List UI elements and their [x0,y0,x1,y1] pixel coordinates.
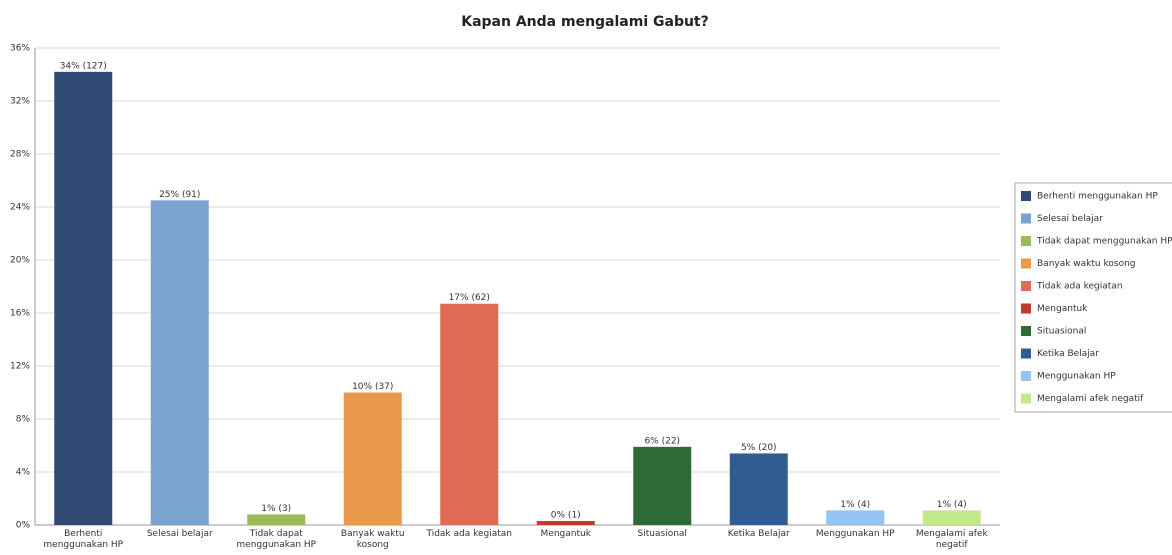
value-label: 25% (91) [159,190,200,200]
legend-label: Tidak ada kegiatan [1036,282,1123,292]
x-tick-label: Banyak waktu kosong [340,529,405,550]
legend-swatch [1021,191,1031,201]
x-tick-label: Mengantuk [540,529,591,539]
value-label: 17% (62) [449,293,490,303]
value-label: 10% (37) [352,382,393,392]
value-label: 1% (4) [840,500,870,510]
legend-label: Mengantuk [1037,304,1088,314]
value-label: 1% (3) [261,504,291,514]
bar [633,446,692,525]
legend-swatch [1021,393,1031,404]
y-tick-label: 0% [16,521,31,531]
value-label: 34% (127) [60,61,107,71]
bar [247,514,306,525]
x-tick-label: Mengalami afek negatif [915,529,988,550]
y-tick-label: 32% [10,97,30,107]
value-label: 1% (4) [937,500,967,510]
legend-label: Banyak waktu kosong [1037,259,1136,269]
legend-swatch [1021,371,1031,381]
bar [440,303,499,525]
legend-label: Selesai belajar [1037,214,1103,224]
bar [54,71,113,525]
legend-swatch [1021,258,1031,269]
legend-swatch [1021,213,1031,224]
legend-swatch [1021,326,1031,336]
legend-box [1014,182,1172,413]
bar [826,510,885,525]
value-label: 0% (1) [551,511,581,521]
legend-swatch [1021,348,1031,359]
legend-label: Berhenti menggunakan HP [1037,192,1158,202]
bar [150,200,209,525]
legend-label: Menggunakan HP [1037,372,1116,382]
x-tick-label: Tidak ada kegiatan [426,529,513,539]
legend-label: Mengalami afek negatif [1037,394,1144,404]
x-tick-label: Menggunakan HP [815,529,895,539]
y-tick-label: 36% [10,44,30,54]
chart-title: Kapan Anda mengalami Gabut? [461,14,709,30]
bar [922,510,981,525]
legend-swatch [1021,281,1031,291]
y-tick-label: 24% [10,203,30,213]
legend-swatch [1021,303,1031,314]
legend-label: Tidak dapat menggunakan HP [1036,237,1172,247]
y-tick-label: 8% [16,415,31,425]
x-tick-label: Selesai belajar [146,529,213,539]
value-label: 6% (22) [644,436,680,446]
legend-label: Ketika Belajar [1037,349,1099,359]
y-tick-label: 4% [16,468,31,478]
y-tick-label: 16% [10,309,30,319]
x-tick-label: Berhenti menggunakan HP [43,529,124,550]
y-tick-label: 20% [10,256,30,266]
value-label: 5% (20) [741,443,777,453]
x-tick-label: Ketika Belajar [727,529,790,539]
y-tick-label: 12% [10,362,30,372]
legend-swatch [1021,236,1031,246]
x-tick-label: Situasional [637,529,687,539]
bar [729,453,788,525]
bar [536,521,595,525]
x-tick-label: Tidak dapat menggunakan HP [236,529,317,550]
y-tick-label: 28% [10,150,30,160]
bar [343,392,402,525]
legend-label: Situasional [1037,327,1086,337]
